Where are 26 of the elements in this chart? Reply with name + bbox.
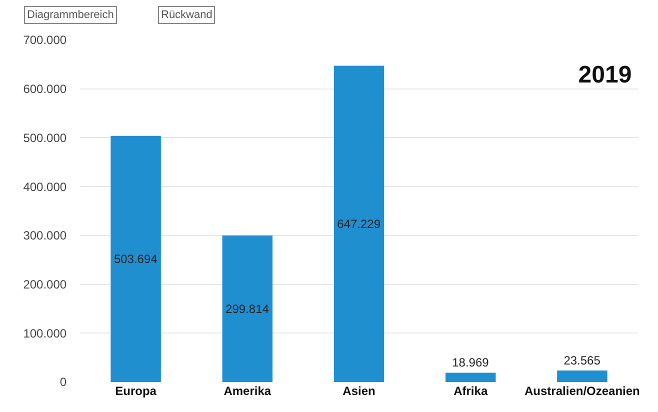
text: 2019 <box>578 62 632 89</box>
x-tick-label: Afrika <box>454 384 488 398</box>
y-tick-label: 500.000 <box>23 130 67 145</box>
bar <box>334 66 384 382</box>
x-tick-label: Europa <box>115 384 157 398</box>
text: Rückwand <box>161 9 212 21</box>
text: Diagrammbereich <box>27 9 114 21</box>
x-tick-label: Australien/Ozeanien <box>524 384 640 398</box>
x-tick-label: Asien <box>342 384 376 398</box>
y-tick-label: 100.000 <box>23 326 67 340</box>
y-tick-label: 200.000 <box>23 277 67 292</box>
data-label: 647.229 <box>337 216 381 231</box>
data-label: 23.565 <box>564 353 601 368</box>
bar <box>222 236 273 382</box>
bar <box>557 370 608 382</box>
data-label: 503.694 <box>114 252 158 266</box>
bar <box>445 372 496 382</box>
y-tick-label: 0 <box>60 375 67 390</box>
y-tick-label: 300.000 <box>23 228 67 243</box>
y-tick-label: 600.000 <box>23 82 67 96</box>
y-tick-label: 400.000 <box>23 180 67 194</box>
x-tick-label: Amerika <box>224 384 272 398</box>
bar <box>110 136 161 382</box>
data-label: 18.969 <box>452 356 490 370</box>
y-tick-label: 700.000 <box>23 33 67 48</box>
data-label: 299.814 <box>226 302 270 316</box>
